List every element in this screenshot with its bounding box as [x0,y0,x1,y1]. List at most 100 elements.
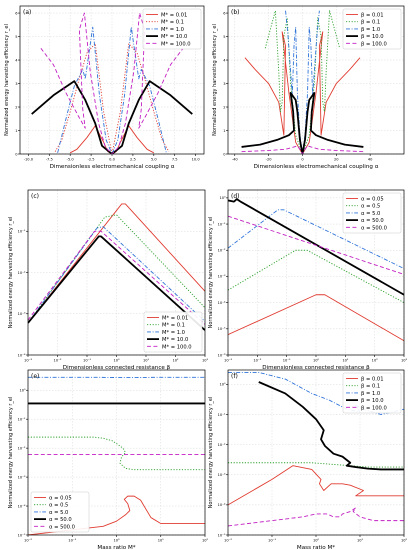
x-tick-label: 0.0 [109,158,115,162]
series-m-0-1 [28,214,205,324]
legend: α = 0.05α = 0.5α = 5.0α = 50.0α = 500.0 [342,192,402,234]
plot-frame [19,5,205,155]
y-tick-label: 10⁻⁵ [18,533,26,537]
series--0-05 [228,294,404,342]
panel-c: 10⁻³ 10⁻² 10⁻¹ 10⁰ 10¹ 10² 10³ 10⁻⁴ 10⁻³ 10⁻² 10⁻¹… [8,189,209,371]
series-m-100-0 [28,230,205,325]
x-tick-label: -7.5 [46,158,53,162]
x-tick-label: 10⁻³ [224,359,232,363]
y-axis-label: Normalized energy harvesting efficiency … [208,217,214,329]
panel-label: (d) [231,193,240,200]
y-tick-label: 10⁻³ [18,475,26,479]
legend-entry: α = 5.0 [361,211,380,217]
series--0-01 [228,465,404,506]
legend-entry: β = 0.01 [361,13,384,19]
plot-frame [227,369,405,536]
legend-box [342,372,402,414]
y-axis-label: Normalized energy harvesting efficiency … [208,397,214,509]
panel-e: 10⁻² 10⁻¹ 10⁰ 10¹ 10² 10⁻⁵ 10⁻⁴ 10⁻³ 10⁻² 10⁻¹ 10⁰… [8,369,209,550]
x-tick-label: 10¹ [143,359,150,363]
series-m-10-0 [31,80,193,154]
y-axis-label: Normalized energy harvesting efficiency … [212,24,218,136]
y-tick-label: 10⁻⁴ [218,503,226,507]
x-tick-label: 10³ [401,359,408,363]
y-tick-label: 4 [15,58,18,62]
y-axis-label: Normalized energy harvesting efficiency … [8,397,14,509]
x-tick-label: 20 [334,158,339,162]
y-tick-label: 10⁻¹ [218,413,226,417]
y-tick-label: 10⁻³ [218,473,226,477]
series--0-1 [264,10,341,154]
y-tick-label: 2 [15,105,17,109]
y-tick-label: 6 [15,11,18,15]
legend-entry: β = 100.0 [361,405,387,411]
y-tick-label: 10⁻² [18,271,26,275]
legend-entry: M* = 10.0 [162,337,188,343]
x-tick-label: 10¹ [158,539,165,543]
panel-f: 10⁻² 10⁻¹ 10⁰ 10¹ 10² 10⁻⁵ 10⁻⁴ 10⁻³ 10⁻² 10⁻¹ 10⁰… [208,369,408,550]
series--500-0 [228,215,404,275]
series-group [228,198,404,342]
legend-entry: α = 5.0 [49,510,68,516]
legend-box [30,491,90,533]
y-tick-label: 5 [223,35,225,39]
y-tick-label: 2 [223,105,225,109]
legend: β = 0.01β = 0.1β = 1.0β = 10.0β = 100.0 [342,8,402,50]
x-tick-label: -2.5 [88,158,95,162]
y-tick-label: 3 [223,82,225,86]
x-tick-label: 10⁻² [54,359,62,363]
y-tick-label: 10⁻⁵ [218,327,226,331]
y-tick-label: 0 [15,152,18,156]
legend-entry: M* = 0.01 [162,316,188,322]
y-tick-label: 10⁻³ [18,312,26,316]
legend-entry: α = 500.0 [361,225,387,231]
legend-box [342,192,402,234]
series--10-0 [258,381,404,471]
legend-entry: β = 10.0 [361,398,384,404]
y-tick-label: 10⁻⁶ [218,353,226,357]
y-tick-label: 10⁰ [19,389,26,393]
x-tick-label: 10⁻² [24,539,32,543]
y-tick-label: 10⁻³ [218,275,226,279]
panel-label: (f) [231,373,238,380]
legend-entry: M* = 0.1 [162,323,185,329]
x-tick-label: 10⁻¹ [268,539,276,543]
series--100-0 [228,507,404,527]
y-tick-label: 10⁻² [218,443,226,447]
legend-entry: M* = 100.0 [161,41,191,47]
x-tick-label: 0 [301,158,304,162]
legend-entry: α = 0.05 [361,197,384,203]
y-tick-label: 10⁰ [219,196,226,200]
x-tick-label: 10⁻² [224,539,232,543]
x-tick-label: -5.0 [67,158,75,162]
y-tick-label: 1 [15,129,17,133]
x-axis-label: Dimensionless connected resistance β [262,365,370,371]
x-axis-label: Mass ratio M* [97,545,135,550]
legend: M* = 0.01M* = 0.1M* = 1.0M* = 10.0M* = 1… [142,8,202,50]
plot-frame [227,5,405,155]
x-tick-label: 10⁻¹ [68,539,76,543]
y-tick-label: 10⁻¹ [218,222,226,226]
legend-entry: M* = 100.0 [162,344,192,350]
x-tick-label: 10⁰ [313,359,320,363]
y-tick-label: 1 [223,129,225,133]
series-m-1-0 [28,226,205,324]
series-m-0-01 [28,203,205,324]
x-tick-label: 7.5 [172,158,178,162]
y-tick-label: 3 [15,82,17,86]
legend: β = 0.01β = 0.1β = 1.0β = 10.0β = 100.0 [342,372,402,414]
x-axis-label: Dimensionless electromechanical coupling… [50,164,175,170]
x-tick-label: 10² [372,359,379,363]
x-tick-label: 10³ [202,359,209,363]
panel-label: (e) [31,373,39,380]
series-m-10-0 [28,235,205,331]
series--50-0 [228,198,404,296]
grid [26,370,206,537]
legend-entry: β = 0.01 [361,377,384,383]
y-tick-label: 10⁻⁴ [18,353,26,357]
legend-entry: β = 1.0 [361,27,380,33]
panel-label: (a) [23,9,31,16]
x-tick-label: 5.0 [151,158,157,162]
panel-a: -10.0 -7.5 -5.0 -2.5 0.0 2.5 5.0 7.5 10.0 0 1 2 3 4 5 6… [4,5,205,170]
x-tick-label: 10⁰ [113,539,120,543]
